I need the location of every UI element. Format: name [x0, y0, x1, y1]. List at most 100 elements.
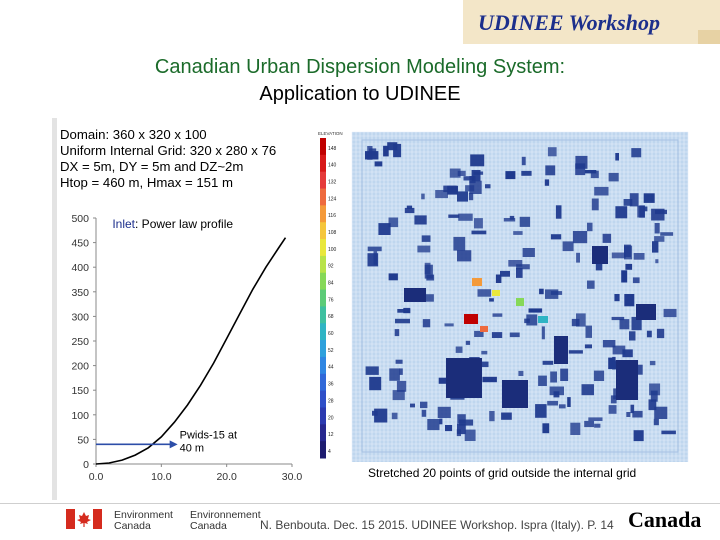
building: [391, 412, 398, 420]
building: [602, 233, 612, 243]
building: [649, 383, 661, 396]
building: [445, 425, 453, 432]
workshop-banner: [463, 0, 720, 44]
colorbar-swatch: [320, 205, 326, 223]
building: [444, 323, 454, 327]
reference-point-label-line1: Pwids-15 at: [180, 429, 237, 441]
building: [421, 409, 427, 417]
colorbar-level-label: 12: [328, 432, 334, 438]
building: [549, 386, 564, 396]
building: [513, 231, 523, 235]
footer-citation: N. Benbouta. Dec. 15 2015. UDINEE Worksh…: [260, 518, 614, 532]
colorbar-level-label: 20: [328, 415, 334, 421]
colorbar-level-label: 132: [328, 179, 337, 185]
y-tick-label: 450: [71, 238, 89, 250]
colorbar-level-label: 124: [328, 196, 337, 202]
building: [542, 423, 550, 434]
colorbar-swatch: [320, 356, 326, 375]
building: [422, 319, 431, 328]
building: [639, 205, 645, 218]
building: [560, 368, 569, 381]
colorbar-header: ELEVATION: [318, 131, 343, 136]
colorbar-swatch: [320, 188, 326, 206]
colorbar-swatch: [320, 441, 326, 459]
y-tick-label: 350: [71, 287, 89, 299]
building: [458, 213, 473, 221]
building: [404, 207, 415, 214]
building: [367, 146, 373, 160]
building: [590, 170, 599, 179]
y-tick-label: 300: [71, 311, 89, 323]
building: [508, 260, 523, 267]
building: [457, 191, 468, 202]
building: [485, 184, 491, 189]
footer-env-fr-line2: Canada: [190, 520, 227, 532]
reference-point-label-line2: 40 m: [180, 442, 204, 454]
building: [388, 217, 399, 228]
buildings-layer: [365, 142, 677, 442]
tall-building: [480, 326, 488, 332]
building: [387, 142, 398, 151]
building: [389, 368, 400, 381]
building: [397, 309, 411, 313]
building: [588, 417, 603, 421]
building: [629, 193, 639, 207]
colorbar-swatch: [320, 255, 326, 274]
building: [614, 294, 620, 302]
colorbar-swatch: [320, 407, 326, 425]
canada-wordmark: Canada: [628, 507, 702, 532]
building: [410, 403, 415, 408]
tall-building: [472, 278, 482, 286]
building: [417, 245, 431, 253]
colorbar-level-label: 60: [328, 331, 334, 337]
internal-grid-border: [361, 139, 679, 453]
building: [424, 264, 433, 279]
y-tick-label: 150: [71, 385, 89, 397]
building: [539, 288, 544, 295]
building: [421, 193, 425, 200]
building: [632, 277, 640, 284]
building: [464, 429, 476, 441]
spec-resolution: DX = 5m, DY = 5m and DZ~2m: [60, 159, 244, 174]
building: [591, 198, 599, 211]
building: [663, 308, 677, 318]
building: [516, 264, 530, 270]
building: [394, 329, 400, 337]
building: [650, 390, 658, 402]
y-tick-label: 50: [77, 434, 89, 446]
colorbar-level-label: 108: [328, 230, 337, 236]
building: [611, 316, 625, 321]
building: [547, 400, 558, 406]
colorbar-swatch: [320, 272, 326, 291]
y-tick-label: 250: [71, 336, 89, 348]
building: [399, 368, 403, 375]
building: [576, 313, 586, 327]
building: [624, 294, 635, 307]
building: [660, 232, 674, 236]
x-tick-label: 20.0: [216, 471, 237, 483]
building: [456, 429, 461, 437]
building: [443, 185, 457, 193]
building: [503, 218, 516, 222]
building: [652, 241, 659, 253]
large-building: [636, 304, 656, 320]
building: [576, 252, 580, 263]
colorbar-level-label: 68: [328, 314, 334, 320]
colorbar-level-label: 52: [328, 348, 334, 354]
urban-grid-elevation-map: ELEVATION 148140132124116108100928476686…: [316, 128, 689, 466]
y-tick-label: 100: [71, 410, 89, 422]
colorbar-swatch: [320, 138, 326, 156]
building: [649, 360, 656, 366]
building: [505, 171, 516, 180]
building: [584, 420, 594, 428]
building: [501, 412, 512, 420]
slide-title-line1: Canadian Urban Dispersion Modeling Syste…: [154, 56, 566, 78]
building: [470, 154, 485, 167]
building: [608, 357, 616, 370]
building: [463, 176, 475, 181]
building: [610, 395, 617, 404]
reference-arrow-head: [169, 440, 178, 449]
colorbar-level-label: 4: [328, 449, 331, 455]
building: [438, 377, 450, 384]
building: [374, 161, 383, 167]
